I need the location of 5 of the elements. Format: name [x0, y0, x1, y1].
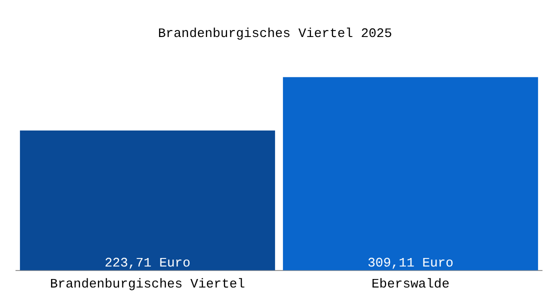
x-tick-label: Brandenburgisches Viertel [50, 276, 246, 292]
x-tick-label: Eberswalde [371, 276, 450, 292]
data-label: 309,11 Euro [368, 255, 454, 270]
chart-title: Brandenburgisches Viertel 2025 [158, 26, 392, 42]
data-label: 223,71 Euro [104, 255, 190, 270]
